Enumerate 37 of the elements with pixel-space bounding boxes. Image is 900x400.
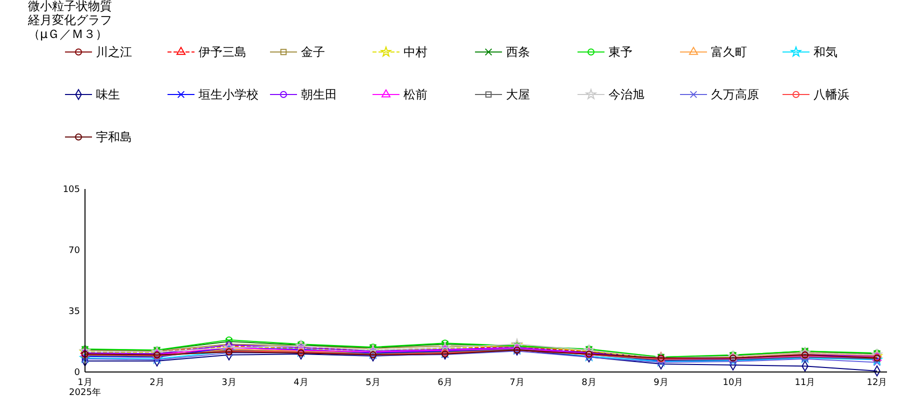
legend-label: 大屋 xyxy=(506,88,530,102)
legend-label: 和気 xyxy=(814,45,838,59)
x-tick-label: 2月 xyxy=(150,378,164,388)
x-tick-label: 4月 xyxy=(294,378,308,388)
x-tick-label: 8月 xyxy=(582,378,596,388)
legend-label: 中村 xyxy=(404,45,428,59)
legend-label: 垣生小学校 xyxy=(198,88,258,102)
x-tick-label: 9月 xyxy=(654,378,668,388)
legend-label: 今治旭 xyxy=(608,88,644,102)
x-tick-label: 12月 xyxy=(866,378,888,388)
y-tick-label: 70 xyxy=(68,246,80,256)
x-tick-label: 3月 xyxy=(222,378,236,388)
legend-label: 東予 xyxy=(608,45,632,59)
x-tick-label: 1月 xyxy=(78,378,92,388)
legend-label: 久万高原 xyxy=(711,88,759,102)
legend-label: 松前 xyxy=(404,88,428,102)
legend-label: 伊予三島 xyxy=(198,45,246,59)
x-tick-label: 7月 xyxy=(510,378,524,388)
legend-label: 金子 xyxy=(301,45,325,59)
legend-label: 宇和島 xyxy=(96,130,132,144)
x-tick-label: 11月 xyxy=(794,378,816,388)
x-tick-label: 5月 xyxy=(366,378,380,388)
y-tick-label: 35 xyxy=(68,307,80,317)
y-tick-label: 0 xyxy=(74,368,80,378)
x-tick-label: 6月 xyxy=(438,378,452,388)
legend-label: 川之江 xyxy=(96,45,132,59)
legend-label: 朝生田 xyxy=(301,88,337,102)
x-axis-title: 2025年 xyxy=(69,387,101,398)
y-tick-label: 105 xyxy=(62,185,80,195)
legend-label: 八幡浜 xyxy=(814,88,850,102)
legend-label: 味生 xyxy=(96,88,120,102)
x-tick-label: 10月 xyxy=(722,378,744,388)
chart-title: 微小粒子状物質 xyxy=(28,0,112,13)
legend-label: 富久町 xyxy=(711,45,747,59)
legend-label: 西条 xyxy=(506,45,530,59)
chart-subtitle: 経月変化グラフ xyxy=(27,13,112,27)
text: （μＧ／Ｍ３） xyxy=(28,27,108,41)
